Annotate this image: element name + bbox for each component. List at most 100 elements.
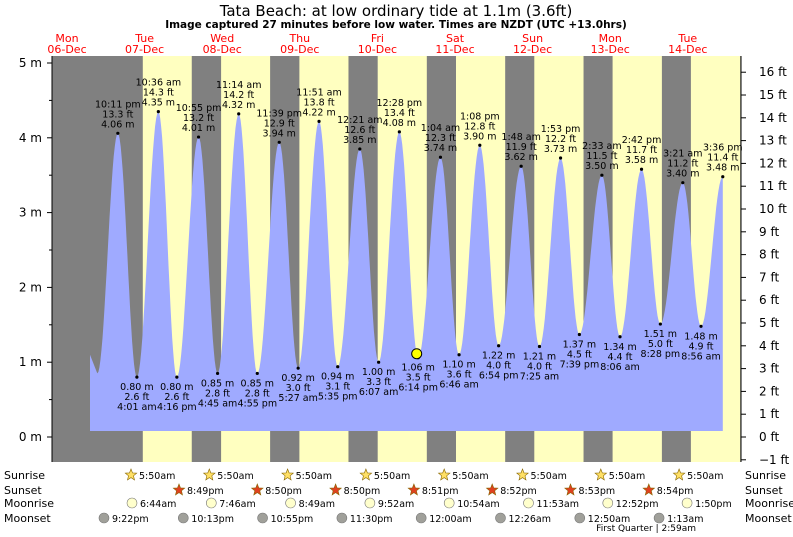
moonrise-time: 6:44am <box>140 499 176 510</box>
tide-ft-label: 3.6 ft <box>447 370 472 381</box>
tide-ft-label: 2.8 ft <box>245 388 270 399</box>
left-tick-label: 1 m <box>19 355 42 369</box>
tide-ft-label: 5.0 ft <box>648 339 673 350</box>
day-name: Wed <box>210 32 234 45</box>
right-tick-label: 4 ft <box>759 339 779 353</box>
tide-time-label: 4:16 pm <box>157 402 197 413</box>
tide-point <box>699 324 703 328</box>
right-tick-label: 12 ft <box>759 156 787 170</box>
tide-m-label: 1.22 m <box>482 351 515 362</box>
right-tick-label: 14 ft <box>759 111 787 125</box>
tide-point <box>135 375 139 379</box>
tide-point <box>639 167 644 171</box>
tide-ft-label: 11.7 ft <box>626 145 657 156</box>
tide-m-label: 1.21 m <box>523 351 556 362</box>
tide-time-label: 5:27 am <box>278 393 317 404</box>
tide-time-label: 11:39 pm <box>256 108 302 119</box>
tide-time-label: 3:21 am <box>663 149 702 160</box>
sunrise-star-icon <box>359 468 373 481</box>
tide-m-label: 1.10 m <box>442 360 475 371</box>
sunrise-time: 5:50am <box>139 471 175 482</box>
right-tick-label: 10 ft <box>759 202 787 216</box>
tide-time-label: 7:25 am <box>520 371 559 382</box>
tide-time-label: 6:46 am <box>439 380 478 391</box>
row-label-left: Sunset <box>4 484 42 497</box>
right-tick-label: 5 ft <box>759 316 779 330</box>
tide-time-label: 11:51 am <box>296 87 341 98</box>
moonrise-time: 9:52am <box>378 499 414 510</box>
tide-ft-label: 4.9 ft <box>688 341 713 352</box>
tide-point <box>600 173 604 177</box>
tide-point <box>317 119 321 123</box>
tide-point <box>457 353 461 357</box>
tide-point <box>377 360 381 364</box>
row-label-left: Moonset <box>4 512 51 525</box>
day-date: 13-Dec <box>591 43 630 56</box>
right-tick-label: 15 ft <box>759 88 787 102</box>
tide-point <box>558 156 563 160</box>
tide-point <box>681 181 685 185</box>
moonset-moon-icon <box>257 512 268 524</box>
tide-ft-label: 4.0 ft <box>486 361 511 372</box>
sunset-star-icon <box>564 483 577 496</box>
day-date: 07-Dec <box>125 43 164 56</box>
tide-time-label: 1:04 am <box>421 123 460 134</box>
tide-ft-label: 3.1 ft <box>325 382 350 393</box>
tide-ft-label: 12.3 ft <box>425 133 456 144</box>
tide-time-label: 5:35 pm <box>318 392 358 403</box>
tide-time-label: 7:39 pm <box>560 360 600 371</box>
tide-time-label: 11:14 am <box>216 80 261 91</box>
tide-m-label: 1.37 m <box>563 340 596 351</box>
sunset-star-icon <box>642 483 656 496</box>
tide-time-label: 6:54 pm <box>479 371 519 382</box>
current-position-dot <box>411 348 423 360</box>
moonrise-time: 7:46am <box>219 499 255 510</box>
day-date: 14-Dec <box>668 43 707 56</box>
right-tick-label: −1 ft <box>759 453 790 467</box>
sunset-star-icon <box>485 483 499 496</box>
row-label-right: Moonset <box>745 512 792 525</box>
chart-subtitle: Image captured 27 minutes before low wat… <box>165 19 627 31</box>
right-tick-label: 3 ft <box>759 362 779 376</box>
tide-m-label: 0.80 m <box>160 382 193 393</box>
tide-ft-label: 3.0 ft <box>286 383 311 394</box>
day-name: Fri <box>371 32 384 45</box>
tide-m-label: 1.00 m <box>362 367 395 378</box>
tide-m-label: 3.58 m <box>625 155 658 166</box>
tide-m-label: 3.73 m <box>544 144 577 155</box>
day-date: 08-Dec <box>203 43 242 56</box>
tide-m-label: 3.62 m <box>504 152 537 163</box>
right-tick-label: 16 ft <box>759 65 787 79</box>
tide-ft-label: 13.8 ft <box>303 97 334 108</box>
moonset-time: 12:50am <box>588 514 630 525</box>
tide-m-label: 3.48 m <box>706 163 739 174</box>
tide-m-label: 0.85 m <box>241 378 274 389</box>
right-tick-label: 2 ft <box>759 384 779 398</box>
tide-time-label: 8:56 am <box>681 351 720 362</box>
tide-point <box>658 322 662 326</box>
tide-time-label: 12:21 am <box>337 115 382 126</box>
sunset-star-icon <box>407 483 421 496</box>
tide-ft-label: 13.2 ft <box>183 113 214 124</box>
tide-time-label: 10:11 pm <box>95 99 141 110</box>
day-name: Tue <box>134 32 154 45</box>
tide-time-label: 4:45 am <box>198 398 237 409</box>
day-date: 11-Dec <box>435 43 474 56</box>
moonset-moon-icon <box>415 512 427 524</box>
right-tick-label: 6 ft <box>759 293 779 307</box>
day-name: Mon <box>55 32 78 45</box>
tide-m-label: 3.50 m <box>585 161 618 172</box>
sunrise-time: 5:50am <box>217 471 253 482</box>
tide-time-label: 6:14 pm <box>398 383 438 394</box>
tide-ft-label: 14.2 ft <box>223 90 254 101</box>
tide-point <box>255 371 259 376</box>
chart-title: Tata Beach: at low ordinary tide at 1.1m… <box>219 2 573 20</box>
tide-ft-label: 14.3 ft <box>143 88 174 99</box>
tide-ft-label: 3.3 ft <box>366 377 391 388</box>
tide-time-label: 6:07 am <box>359 387 398 398</box>
moonrise-moon-icon <box>206 497 217 509</box>
moonset-moon-icon <box>336 512 348 524</box>
tide-time-label: 10:36 am <box>136 78 181 89</box>
sunrise-time: 5:50am <box>687 471 723 482</box>
